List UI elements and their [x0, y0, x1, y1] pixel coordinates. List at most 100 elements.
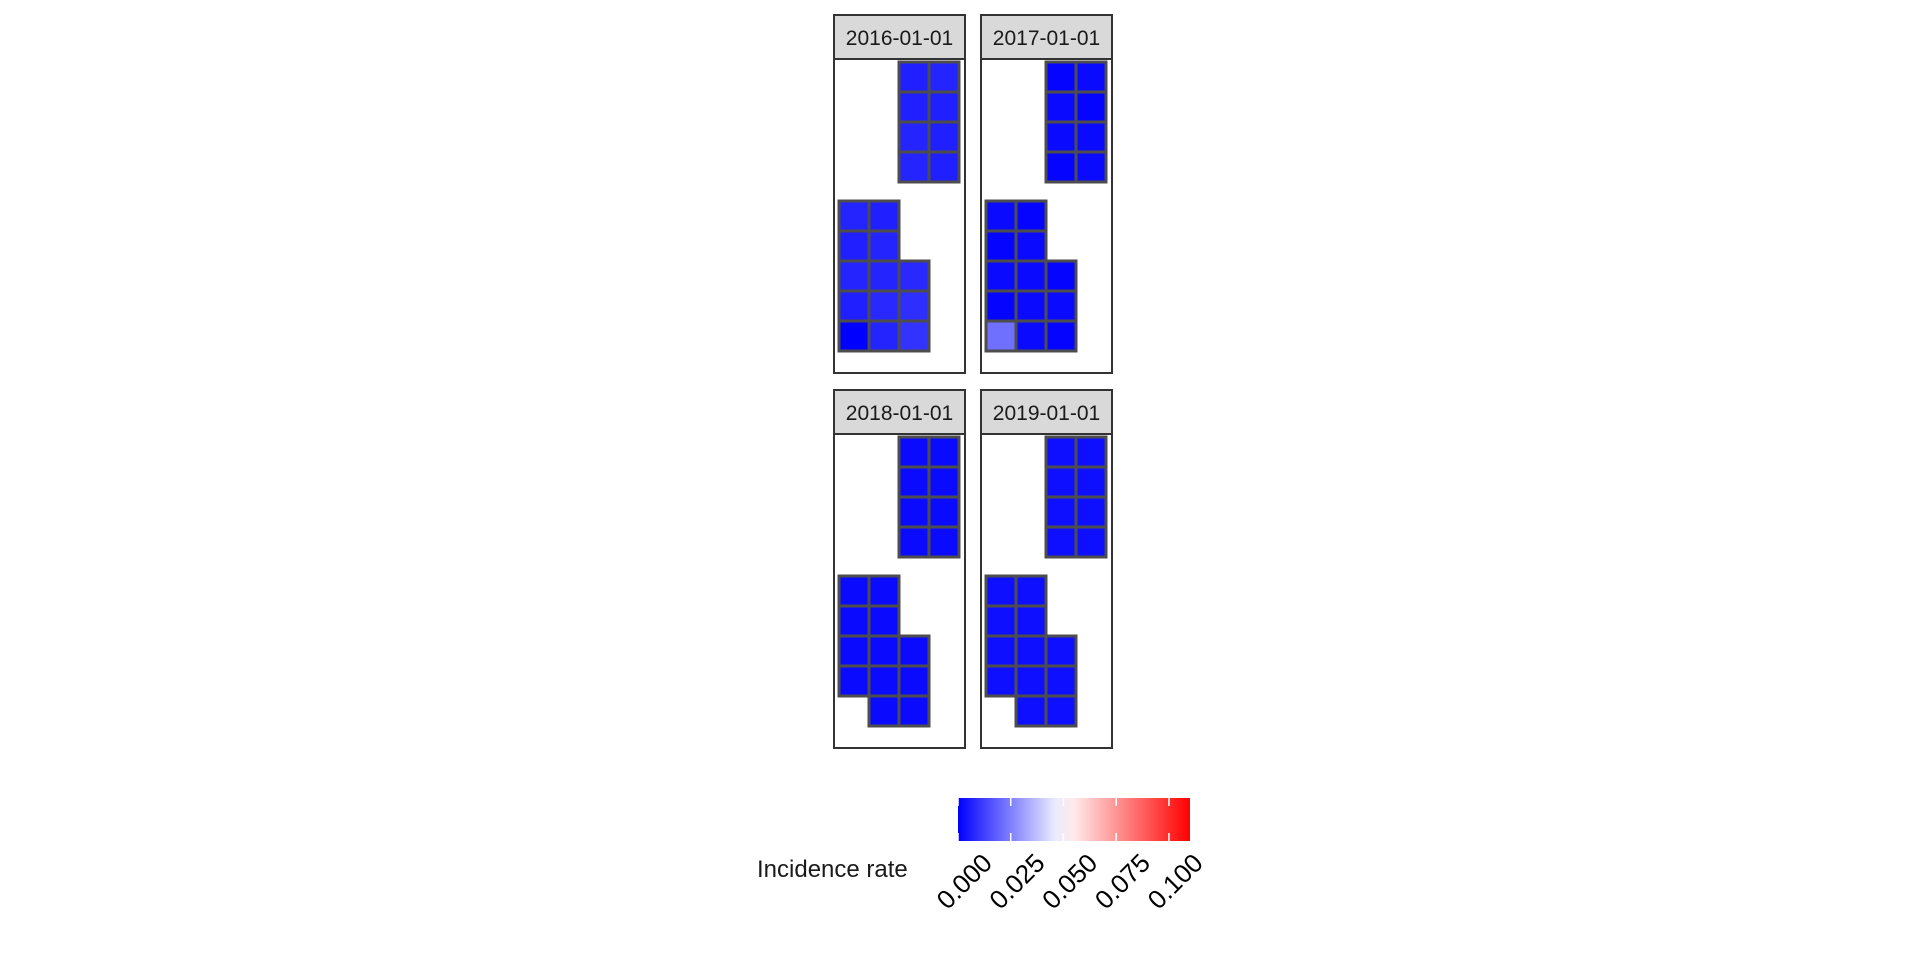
heatmap-tile — [984, 319, 1018, 353]
heatmap-tile — [1014, 199, 1048, 233]
heatmap-tile — [867, 634, 901, 668]
heatmap-tile — [1074, 495, 1108, 529]
heatmap-tile — [927, 495, 961, 529]
heatmap-tile — [897, 60, 931, 94]
facet-strip — [980, 389, 1113, 435]
facet-strip — [980, 14, 1113, 60]
heatmap-tile — [867, 259, 901, 293]
heatmap-tile — [837, 259, 871, 293]
facet-panel: 2016-01-01 — [833, 14, 966, 374]
facet-label: 2018-01-01 — [846, 402, 953, 425]
heatmap-tile — [1044, 435, 1078, 469]
heatmap-tile — [984, 604, 1018, 638]
tile-group — [984, 435, 1108, 728]
tile-group — [837, 435, 961, 728]
heatmap-tile — [1044, 259, 1078, 293]
legend-tick-label: 0.025 — [983, 848, 1050, 915]
heatmap-tile — [1014, 634, 1048, 668]
heatmap-tile — [897, 435, 931, 469]
heatmap-tile — [984, 634, 1018, 668]
heatmap-tile — [897, 90, 931, 124]
heatmap-tile — [1074, 525, 1108, 559]
facet-strip — [833, 389, 966, 435]
facet-strip — [833, 14, 966, 60]
facet-label: 2017-01-01 — [993, 27, 1100, 50]
heatmap-tile — [837, 319, 871, 353]
heatmap-tile — [897, 694, 931, 728]
heatmap-tile — [1014, 694, 1048, 728]
heatmap-tile — [1044, 694, 1078, 728]
heatmap-tile — [1014, 289, 1048, 323]
heatmap-tile — [927, 150, 961, 184]
legend-title: Incidence rate — [757, 856, 908, 883]
heatmap-tile — [867, 319, 901, 353]
heatmap-tile — [927, 120, 961, 154]
heatmap-tile — [867, 664, 901, 698]
heatmap-tile — [867, 604, 901, 638]
heatmap-tile — [1014, 229, 1048, 263]
heatmap-tile — [1044, 525, 1078, 559]
heatmap-tile — [984, 229, 1018, 263]
facet-panels: 2016-01-01 2017-01-01 2018-01-01 2019-01-01 — [833, 14, 1113, 749]
heatmap-tile — [867, 694, 901, 728]
heatmap-tile — [1044, 150, 1078, 184]
heatmap-tile — [927, 525, 961, 559]
tile-group — [837, 60, 961, 353]
heatmap-tile — [1014, 664, 1048, 698]
legend-tick-label: 0.050 — [1036, 848, 1103, 915]
facet-panel: 2018-01-01 — [833, 389, 966, 749]
heatmap-tile — [897, 319, 931, 353]
heatmap-tile — [897, 150, 931, 184]
heatmap-tile — [1044, 90, 1078, 124]
heatmap-tile — [984, 259, 1018, 293]
heatmap-tile — [897, 664, 931, 698]
heatmap-tile — [1014, 319, 1048, 353]
heatmap-tile — [897, 525, 931, 559]
heatmap-tile — [897, 259, 931, 293]
heatmap-tile — [897, 289, 931, 323]
heatmap-tile — [984, 199, 1018, 233]
heatmap-tile — [1044, 289, 1078, 323]
facet-panel: 2019-01-01 — [980, 389, 1113, 749]
heatmap-tile — [1074, 150, 1108, 184]
heatmap-tile — [837, 604, 871, 638]
heatmap-tile — [927, 90, 961, 124]
heatmap-tile — [837, 229, 871, 263]
heatmap-tile — [1074, 60, 1108, 94]
heatmap-tile — [837, 634, 871, 668]
heatmap-tile — [867, 289, 901, 323]
legend-colorbar — [958, 798, 1190, 841]
heatmap-tile — [927, 465, 961, 499]
heatmap-tile — [1074, 120, 1108, 154]
heatmap-tile — [837, 664, 871, 698]
heatmap-tile — [1044, 664, 1078, 698]
heatmap-tile — [837, 574, 871, 608]
heatmap-tile — [1074, 465, 1108, 499]
heatmap-tile — [1044, 495, 1078, 529]
heatmap-tile — [897, 495, 931, 529]
heatmap-tile — [897, 634, 931, 668]
heatmap-tile — [867, 199, 901, 233]
heatmap-tile — [1014, 574, 1048, 608]
heatmap-tile — [1044, 319, 1078, 353]
legend-tick-label: 0.100 — [1142, 848, 1209, 915]
legend-tick-label: 0.075 — [1089, 848, 1156, 915]
heatmap-tile — [897, 465, 931, 499]
heatmap-tile — [1014, 259, 1048, 293]
heatmap-tile — [1044, 60, 1078, 94]
heatmap-tile — [837, 199, 871, 233]
heatmap-tile — [927, 60, 961, 94]
heatmap-tile — [867, 229, 901, 263]
heatmap-tile — [984, 664, 1018, 698]
heatmap-tile — [1014, 604, 1048, 638]
legend-tick-label: 0.000 — [931, 848, 998, 915]
heatmap-tile — [927, 435, 961, 469]
facet-panel: 2017-01-01 — [980, 14, 1113, 374]
heatmap-tile — [1044, 465, 1078, 499]
facet-label: 2019-01-01 — [993, 402, 1100, 425]
heatmap-tile — [984, 574, 1018, 608]
heatmap-tile — [1044, 120, 1078, 154]
heatmap-tile — [984, 289, 1018, 323]
